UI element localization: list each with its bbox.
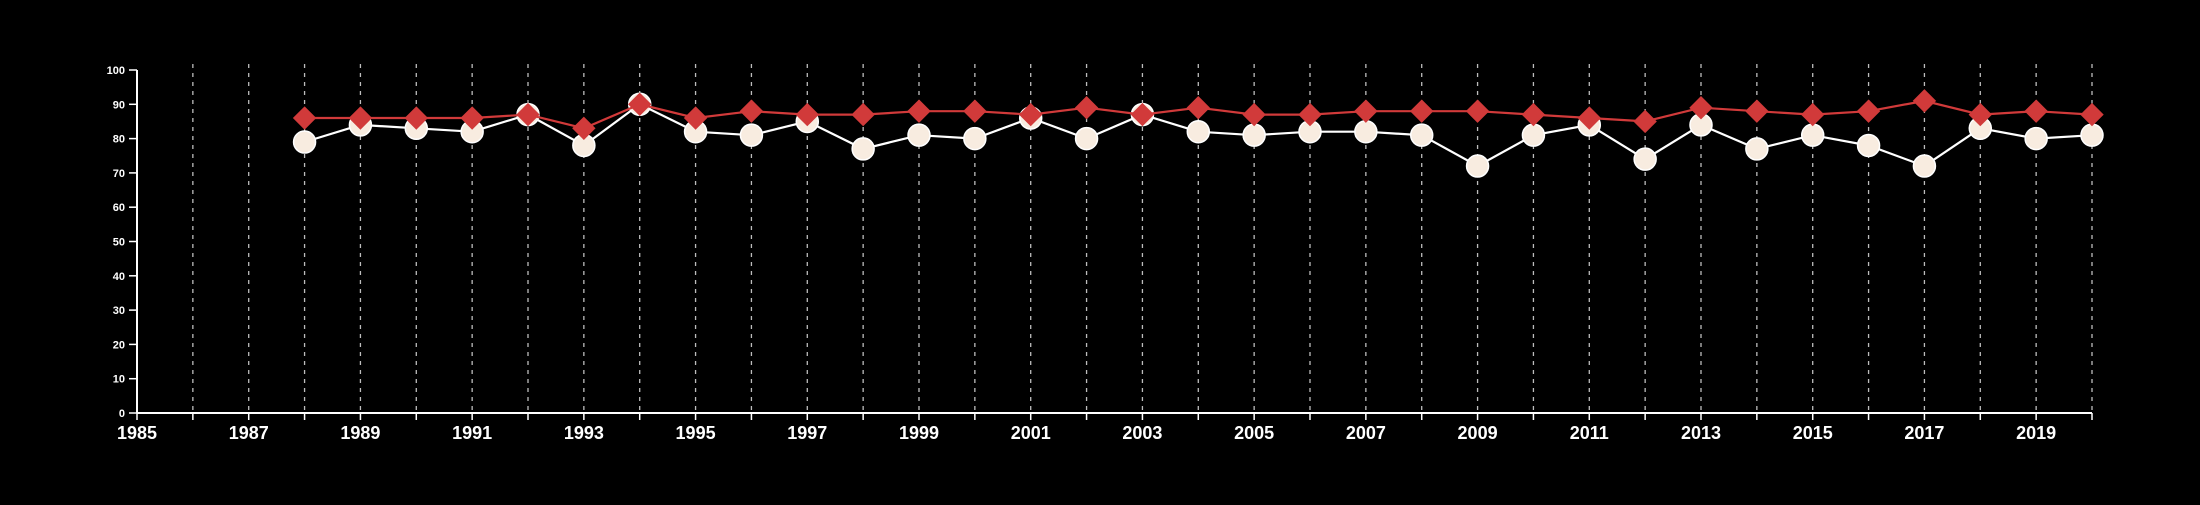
data-point-1996 (739, 123, 764, 147)
x-tick-label: 2019 (2016, 423, 2056, 443)
data-point-2000 (963, 126, 987, 151)
data-point-2000 (963, 99, 987, 123)
data-point-1992 (516, 102, 540, 127)
data-point-2002 (1074, 96, 1099, 120)
data-point-2018 (1968, 102, 1992, 127)
data-point-2017 (1912, 89, 1937, 113)
data-point-1994 (628, 92, 652, 117)
x-tick-label: 2017 (1904, 423, 1944, 443)
x-tick-label: 1991 (452, 423, 492, 443)
x-tick-label: 1995 (676, 423, 716, 443)
x-tick-label: 2003 (1122, 423, 1162, 443)
data-point-2006 (1298, 102, 1322, 127)
data-point-2014 (1745, 137, 1769, 161)
axes: 0 10 20 30 40 50 60 70 80 90 100 1985 1987 1989 1991 19… (107, 65, 2093, 443)
x-tick-label: 2007 (1346, 423, 1386, 443)
x-tick-label: 1985 (117, 423, 157, 443)
data-point-2005 (1242, 123, 1266, 147)
x-tick-label: 2001 (1011, 423, 1051, 443)
data-point-2012 (1633, 147, 1657, 171)
data-point-2012 (1633, 109, 1657, 134)
y-tick-label: 30 (113, 305, 125, 317)
data-point-2015 (1801, 102, 1825, 127)
y-tick-label: 90 (113, 99, 125, 111)
y-tick-label: 100 (107, 65, 125, 77)
data-point-2008 (1410, 99, 1434, 123)
y-tick-label: 0 (119, 408, 125, 420)
data-point-1998 (851, 102, 875, 127)
data-point-1998 (851, 137, 875, 161)
series (292, 89, 2104, 178)
data-point-2007 (1354, 99, 1378, 123)
y-tick-label: 40 (113, 271, 125, 283)
data-point-1988 (292, 106, 317, 130)
y-tick-label: 60 (113, 202, 125, 214)
data-point-2009 (1465, 99, 1490, 123)
data-point-2009 (1465, 154, 1490, 178)
x-tick-label: 2009 (1458, 423, 1498, 443)
x-tick-label: 1987 (229, 423, 269, 443)
data-point-2008 (1409, 123, 1434, 147)
data-point-2007 (1354, 119, 1378, 144)
y-tick-label: 80 (113, 134, 125, 146)
data-point-1989 (348, 106, 373, 130)
data-point-2003 (1130, 102, 1155, 127)
data-point-2001 (1019, 102, 1043, 127)
data-point-1988 (292, 130, 317, 154)
y-tick-label: 10 (113, 374, 125, 386)
data-point-2020 (2080, 123, 2104, 147)
data-point-2015 (1800, 123, 1825, 147)
x-tick-label: 1999 (899, 423, 939, 443)
data-point-1996 (739, 99, 764, 123)
data-point-2016 (1856, 99, 1881, 123)
data-point-2004 (1186, 119, 1211, 144)
y-tick-label: 50 (113, 237, 125, 249)
x-tick-label: 1989 (340, 423, 380, 443)
x-tick-label: 2013 (1681, 423, 1721, 443)
x-tick-label: 1993 (564, 423, 604, 443)
data-point-1999 (907, 123, 931, 147)
data-point-2005 (1242, 102, 1266, 127)
data-point-1999 (907, 99, 931, 123)
data-point-2010 (1521, 102, 1546, 127)
y-tick-label: 70 (113, 168, 125, 180)
data-point-2004 (1186, 96, 1210, 120)
data-point-2016 (1856, 133, 1881, 158)
x-tick-label: 2005 (1234, 423, 1274, 443)
data-point-2020 (2080, 102, 2104, 127)
data-point-2011 (1577, 106, 1601, 130)
x-tick-label: 2011 (1570, 423, 1609, 443)
gridlines (192, 64, 2093, 413)
data-point-2019 (2024, 99, 2048, 123)
data-point-1991 (460, 106, 484, 130)
data-point-1997 (795, 102, 819, 127)
data-point-2017 (1912, 154, 1937, 178)
x-tick-label: 2015 (1793, 423, 1833, 443)
data-point-1995 (683, 106, 708, 130)
data-point-1990 (404, 106, 428, 130)
data-point-2019 (2024, 126, 2048, 151)
data-point-2014 (1745, 99, 1769, 123)
series-2 (292, 89, 2104, 141)
data-point-2002 (1074, 126, 1099, 151)
data-point-1993 (572, 116, 596, 141)
data-point-2010 (1521, 123, 1546, 147)
x-tick-label: 1997 (787, 423, 827, 443)
y-tick-label: 20 (113, 339, 125, 351)
data-point-2013 (1689, 96, 1713, 120)
